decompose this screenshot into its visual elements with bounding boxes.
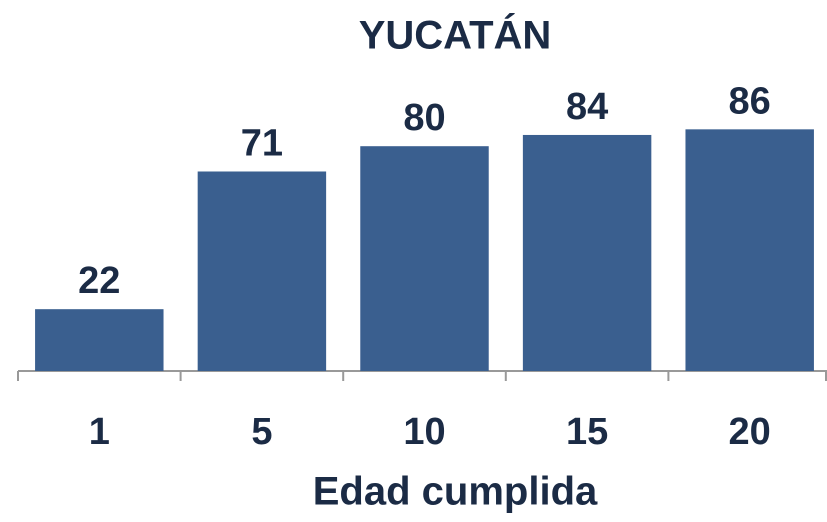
data-label: 86	[729, 80, 771, 122]
x-tick-label: 20	[729, 411, 771, 453]
data-label: 84	[566, 86, 608, 128]
data-label: 80	[403, 97, 445, 139]
data-label: 22	[78, 260, 120, 302]
x-tick-label: 5	[251, 411, 272, 453]
data-label: 71	[241, 123, 283, 165]
bar	[360, 146, 489, 371]
bar	[197, 171, 327, 371]
x-tick-label: 15	[566, 411, 608, 453]
x-axis-label: Edad cumplida	[313, 470, 598, 514]
x-tick-label: 10	[403, 411, 445, 453]
chart-title: YUCATÁN	[359, 13, 552, 58]
bar	[685, 129, 814, 371]
bar	[522, 134, 652, 371]
x-tick-label: 1	[89, 411, 110, 453]
bar	[35, 309, 164, 371]
